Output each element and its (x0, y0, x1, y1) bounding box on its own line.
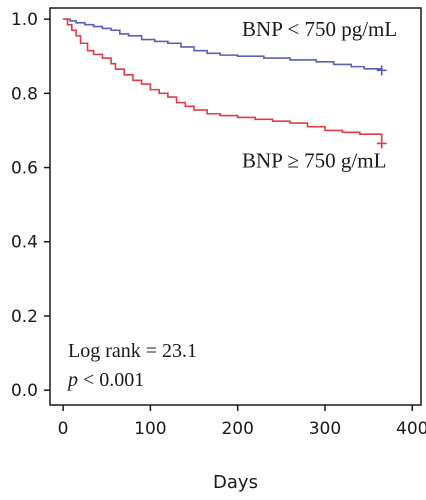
series-labels: BNP < 750 pg/mL BNP ≥ 750 g/mL (242, 17, 397, 173)
series-label-1: BNP < 750 pg/mL (242, 17, 397, 41)
series-layer (63, 18, 387, 149)
y-tick-label: 0.2 (11, 307, 38, 327)
x-tick-label: 0 (58, 419, 69, 439)
x-tick-label: 300 (309, 419, 341, 439)
x-axis: 0 100 200 300 400 (58, 405, 426, 439)
series-line-1 (63, 18, 383, 71)
p-value: < 0.001 (78, 369, 144, 391)
y-tick-label: 0.8 (11, 84, 38, 104)
y-tick-label: 1.0 (11, 10, 38, 30)
plot-frame (49, 7, 422, 406)
y-tick-label: 0.6 (11, 159, 38, 179)
y-tick-label: 0.0 (11, 381, 38, 401)
x-tick-label: 200 (221, 419, 253, 439)
log-rank-annotation: Log rank = 23.1 (68, 340, 197, 362)
p-symbol: p (66, 369, 78, 391)
x-axis-title: Days (213, 472, 258, 493)
series-line-2 (63, 18, 383, 144)
series-label-2: BNP ≥ 750 g/mL (242, 149, 386, 173)
y-axis: 0.0 0.2 0.4 0.6 0.8 1.0 (11, 10, 50, 401)
x-tick-label: 400 (396, 419, 426, 439)
censor-mark-2 (376, 138, 387, 149)
x-tick-label: 100 (134, 419, 166, 439)
y-tick-label: 0.4 (11, 233, 38, 253)
censor-mark-1 (376, 65, 387, 76)
p-value-annotation: p < 0.001 (66, 369, 144, 391)
